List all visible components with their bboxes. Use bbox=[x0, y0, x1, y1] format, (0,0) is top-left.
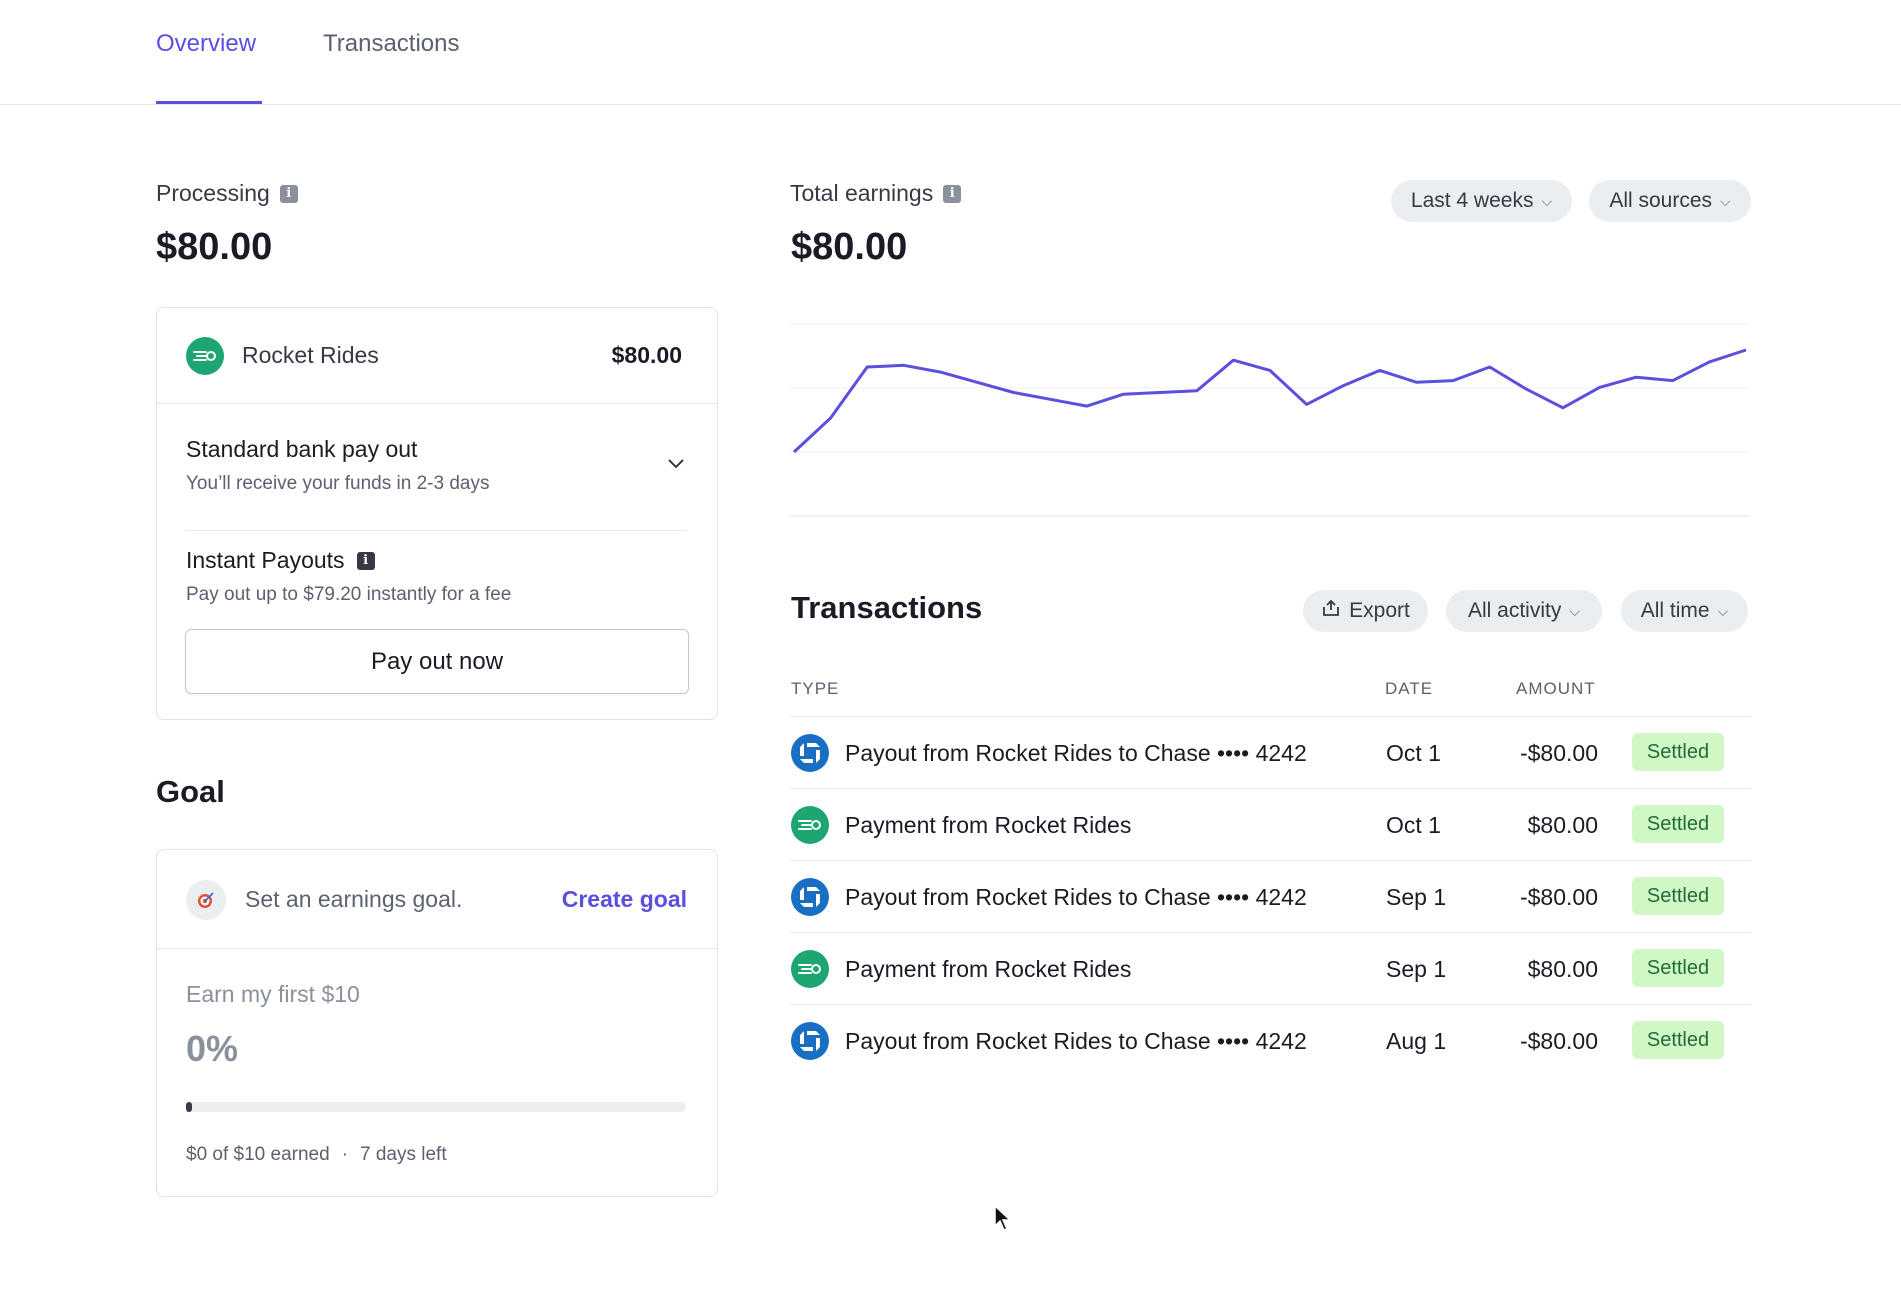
status-badge: Settled bbox=[1632, 733, 1724, 771]
goal-name: Earn my first $10 bbox=[186, 981, 360, 1007]
earnings-chart bbox=[790, 323, 1750, 517]
processing-header: Processing i bbox=[156, 180, 298, 207]
earnings-header: Total earnings i bbox=[790, 180, 962, 207]
instant-payouts-header: Instant Payouts i bbox=[186, 547, 375, 574]
transaction-amount: -$80.00 bbox=[1519, 740, 1598, 766]
activity-filter-label: All activity bbox=[1468, 599, 1562, 622]
range-filter-label: Last 4 weeks bbox=[1410, 189, 1534, 212]
column-header-amount[interactable]: AMOUNT bbox=[1516, 679, 1596, 698]
chevron-down-icon: ⌵ bbox=[1717, 602, 1729, 619]
column-header-type[interactable]: TYPE bbox=[791, 679, 840, 698]
table-row[interactable]: Payout from Rocket Rides to Chase •••• 4… bbox=[790, 1004, 1750, 1076]
goal-footer-separator: · bbox=[341, 1144, 349, 1165]
transaction-amount: $80.00 bbox=[1527, 956, 1598, 982]
transaction-date: Oct 1 bbox=[1386, 740, 1441, 766]
chevron-down-icon: ⌵ bbox=[1569, 602, 1580, 619]
export-label: Export bbox=[1349, 599, 1410, 622]
standard-payout-subtitle: You’ll receive your funds in 2-3 days bbox=[186, 473, 490, 494]
range-filter-button[interactable]: Last 4 weeks ⌵ bbox=[1391, 180, 1572, 222]
activity-filter-button[interactable]: All activity ⌵ bbox=[1446, 590, 1602, 632]
tab-transactions[interactable]: Transactions bbox=[323, 30, 460, 57]
table-row[interactable]: Payout from Rocket Rides to Chase •••• 4… bbox=[790, 716, 1750, 788]
standard-payout-option[interactable]: Standard bank pay out You’ll receive you… bbox=[186, 436, 686, 531]
goal-progress-fill bbox=[186, 1102, 192, 1112]
target-icon bbox=[186, 880, 226, 920]
create-goal-link[interactable]: Create goal bbox=[561, 886, 687, 912]
goal-progress-track bbox=[186, 1102, 686, 1112]
transaction-type: Payout from Rocket Rides to Chase •••• 4… bbox=[845, 884, 1307, 910]
source-name: Rocket Rides bbox=[242, 342, 379, 368]
pay-out-now-button[interactable]: Pay out now bbox=[185, 629, 689, 694]
status-badge: Settled bbox=[1632, 877, 1724, 915]
source-amount: $80.00 bbox=[611, 342, 682, 368]
goal-title: Goal bbox=[156, 774, 225, 809]
transaction-date: Sep 1 bbox=[1386, 884, 1447, 910]
source-row: Rocket Rides $80.00 bbox=[157, 308, 717, 404]
goal-card: Set an earnings goal. Create goal Earn m… bbox=[156, 849, 718, 1197]
chase-logo-icon bbox=[791, 734, 829, 772]
info-icon[interactable]: i bbox=[279, 184, 298, 203]
chase-logo-icon bbox=[791, 878, 829, 916]
export-button[interactable]: Export bbox=[1303, 590, 1428, 632]
tab-overview[interactable]: Overview bbox=[156, 30, 257, 57]
info-icon[interactable]: i bbox=[356, 551, 375, 570]
transaction-date: Oct 1 bbox=[1386, 812, 1441, 838]
export-icon bbox=[1321, 598, 1341, 624]
transaction-amount: -$80.00 bbox=[1519, 1028, 1598, 1054]
rocket-rides-logo-icon bbox=[186, 337, 224, 375]
goal-percent: 0% bbox=[186, 1028, 239, 1069]
source-filter-button[interactable]: All sources ⌵ bbox=[1589, 180, 1751, 222]
earnings-label: Total earnings bbox=[790, 180, 934, 206]
processing-amount: $80.00 bbox=[156, 226, 273, 268]
table-row[interactable]: Payment from Rocket Rides Oct 1 $80.00 Sett… bbox=[790, 788, 1750, 860]
column-header-date[interactable]: DATE bbox=[1385, 679, 1434, 698]
transaction-amount: -$80.00 bbox=[1519, 884, 1598, 910]
status-badge: Settled bbox=[1632, 949, 1724, 987]
goal-prompt: Set an earnings goal. bbox=[245, 886, 463, 912]
tab-bar: Overview Transactions bbox=[0, 0, 1901, 105]
transaction-type: Payment from Rocket Rides bbox=[845, 812, 1132, 838]
earnings-amount: $80.00 bbox=[791, 226, 908, 268]
active-tab-indicator bbox=[156, 101, 262, 104]
chevron-down-icon: ⌵ bbox=[1720, 192, 1731, 209]
goal-days-left: 7 days left bbox=[360, 1144, 447, 1165]
transaction-amount: $80.00 bbox=[1527, 812, 1598, 838]
transaction-date: Aug 1 bbox=[1386, 1028, 1447, 1054]
transaction-type: Payment from Rocket Rides bbox=[845, 956, 1132, 982]
instant-payouts-title: Instant Payouts bbox=[186, 547, 345, 573]
standard-payout-title: Standard bank pay out bbox=[186, 436, 418, 462]
info-icon[interactable]: i bbox=[943, 184, 962, 203]
status-badge: Settled bbox=[1632, 1021, 1724, 1059]
goal-earned: $0 of $10 earned bbox=[186, 1144, 330, 1165]
status-badge: Settled bbox=[1632, 805, 1724, 843]
rocket-rides-logo-icon bbox=[791, 806, 829, 844]
processing-label: Processing bbox=[156, 180, 270, 206]
time-filter-label: All time bbox=[1640, 599, 1710, 622]
goal-prompt-row: Set an earnings goal. Create goal bbox=[157, 850, 717, 949]
goal-footer: $0 of $10 earned · 7 days left bbox=[186, 1144, 447, 1166]
table-row[interactable]: Payment from Rocket Rides Sep 1 $80.00 Sett… bbox=[790, 932, 1750, 1004]
rocket-rides-logo-icon bbox=[791, 950, 829, 988]
processing-card: Rocket Rides $80.00 Standard bank pay ou… bbox=[156, 307, 718, 720]
chevron-down-icon: ⌵ bbox=[1541, 192, 1553, 209]
time-filter-button[interactable]: All time ⌵ bbox=[1621, 590, 1748, 632]
chase-logo-icon bbox=[791, 1022, 829, 1060]
mouse-cursor-icon bbox=[994, 1205, 1012, 1231]
chevron-down-icon[interactable] bbox=[666, 456, 686, 475]
transaction-date: Sep 1 bbox=[1386, 956, 1447, 982]
chart-grid bbox=[790, 323, 1750, 517]
instant-payouts-subtitle: Pay out up to $79.20 instantly for a fee bbox=[186, 584, 512, 605]
transactions-title: Transactions bbox=[791, 590, 983, 625]
transaction-type: Payout from Rocket Rides to Chase •••• 4… bbox=[845, 740, 1307, 766]
earnings-series-line bbox=[792, 348, 1747, 454]
table-row[interactable]: Payout from Rocket Rides to Chase •••• 4… bbox=[790, 860, 1750, 932]
transaction-type: Payout from Rocket Rides to Chase •••• 4… bbox=[845, 1028, 1307, 1054]
source-filter-label: All sources bbox=[1609, 189, 1713, 212]
